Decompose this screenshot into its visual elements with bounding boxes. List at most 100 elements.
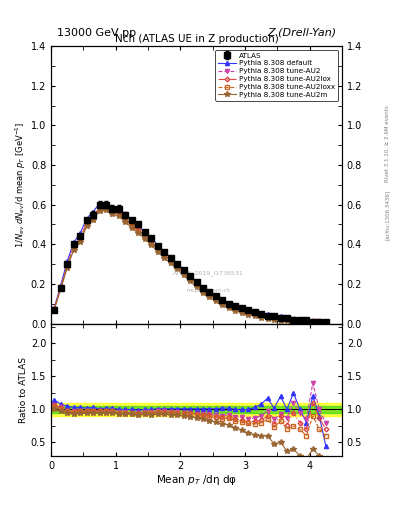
Pythia 8.308 tune-AU2 [149,239,154,245]
Pythia 8.308 tune-AU2lox [252,311,257,317]
Pythia 8.308 tune-AU2 [104,204,108,210]
Pythia 8.308 tune-AU2loxx [194,282,199,288]
Pythia 8.308 default [207,288,212,294]
Pythia 8.308 tune-AU2 [117,210,121,216]
Pythia 8.308 tune-AU2 [246,309,251,315]
Pythia 8.308 default [155,242,160,248]
Pythia 8.308 tune-AU2lox [188,276,193,282]
Pythia 8.308 tune-AU2m [259,314,263,321]
Pythia 8.308 tune-AU2 [304,317,309,323]
Pythia 8.308 tune-AU2m [246,312,251,318]
Pythia 8.308 default [117,205,121,211]
Pythia 8.308 tune-AU2loxx [117,211,121,217]
Bar [51,406,342,413]
Pythia 8.308 tune-AU2lox [181,270,186,276]
Pythia 8.308 tune-AU2 [285,315,289,322]
Pythia 8.308 tune-AU2loxx [252,311,257,317]
Pythia 8.308 tune-AU2lox [220,300,225,306]
Pythia 8.308 tune-AU2m [207,294,212,300]
Pythia 8.308 tune-AU2lox [272,314,276,321]
Pythia 8.308 tune-AU2 [233,305,238,311]
Pythia 8.308 default [298,316,302,323]
Pythia 8.308 default [200,284,205,290]
Pythia 8.308 tune-AU2 [181,269,186,275]
Pythia 8.308 tune-AU2m [52,307,57,313]
Pythia 8.308 tune-AU2loxx [233,306,238,312]
Pythia 8.308 default [136,222,141,228]
Pythia 8.308 default [272,312,276,318]
Pythia 8.308 tune-AU2lox [226,303,231,309]
Pythia 8.308 tune-AU2lox [117,210,121,217]
Pythia 8.308 tune-AU2loxx [168,259,173,265]
Pythia 8.308 tune-AU2 [84,220,89,226]
Pythia 8.308 tune-AU2m [65,265,70,271]
Pythia 8.308 tune-AU2loxx [97,205,102,211]
Text: 13000 GeV pp: 13000 GeV pp [57,28,136,38]
Pythia 8.308 tune-AU2m [72,247,76,253]
Text: Z (Drell-Yan): Z (Drell-Yan) [267,28,336,38]
Pythia 8.308 tune-AU2lox [239,307,244,313]
Pythia 8.308 default [181,267,186,273]
Pythia 8.308 default [317,318,321,325]
Pythia 8.308 tune-AU2m [298,319,302,326]
Pythia 8.308 default [59,282,63,288]
Pythia 8.308 tune-AU2lox [265,313,270,319]
Pythia 8.308 tune-AU2lox [136,227,141,233]
Pythia 8.308 tune-AU2m [285,318,289,325]
Pythia 8.308 default [72,239,76,245]
Pythia 8.308 tune-AU2 [168,258,173,264]
Pythia 8.308 tune-AU2loxx [259,312,263,318]
Pythia 8.308 tune-AU2m [84,223,89,229]
Pythia 8.308 tune-AU2m [123,219,128,225]
Pythia 8.308 tune-AU2m [175,266,180,272]
Pythia 8.308 default [291,315,296,322]
Pythia 8.308 default [149,235,154,241]
Text: [arXiv:1306.3436]: [arXiv:1306.3436] [385,190,390,240]
Pythia 8.308 tune-AU2lox [278,315,283,321]
Pythia 8.308 tune-AU2m [155,248,160,254]
Pythia 8.308 default [78,230,83,237]
Pythia 8.308 tune-AU2loxx [78,236,83,242]
Pythia 8.308 tune-AU2loxx [123,217,128,223]
Pythia 8.308 default [233,303,238,309]
Pythia 8.308 tune-AU2m [59,286,63,292]
Pythia 8.308 tune-AU2lox [52,306,57,312]
Pythia 8.308 tune-AU2lox [110,209,115,215]
Pythia 8.308 tune-AU2m [136,230,141,236]
Pythia 8.308 tune-AU2 [142,233,147,239]
Pythia 8.308 tune-AU2m [188,278,193,284]
Pythia 8.308 tune-AU2lox [200,288,205,294]
Pythia 8.308 tune-AU2loxx [59,285,63,291]
Pythia 8.308 default [246,307,251,313]
Line: Pythia 8.308 tune-AU2loxx: Pythia 8.308 tune-AU2loxx [53,206,327,324]
Legend: ATLAS, Pythia 8.308 default, Pythia 8.308 tune-AU2, Pythia 8.308 tune-AU2lox, Py: ATLAS, Pythia 8.308 default, Pythia 8.30… [215,50,338,101]
Pythia 8.308 tune-AU2loxx [310,318,315,325]
Pythia 8.308 tune-AU2loxx [91,215,95,221]
Pythia 8.308 tune-AU2m [233,308,238,314]
Pythia 8.308 default [304,317,309,324]
Pythia 8.308 default [226,300,231,306]
Pythia 8.308 tune-AU2m [310,319,315,326]
Pythia 8.308 default [65,258,70,264]
Pythia 8.308 tune-AU2m [252,313,257,319]
Line: Pythia 8.308 tune-AU2lox: Pythia 8.308 tune-AU2lox [53,206,327,324]
Pythia 8.308 tune-AU2m [78,239,83,245]
Pythia 8.308 tune-AU2 [97,204,102,210]
Bar [51,403,342,416]
Pythia 8.308 tune-AU2lox [175,264,180,270]
Pythia 8.308 tune-AU2lox [59,284,63,290]
Pythia 8.308 tune-AU2lox [285,316,289,322]
Pythia 8.308 tune-AU2loxx [285,316,289,323]
Pythia 8.308 tune-AU2 [291,316,296,322]
Pythia 8.308 tune-AU2m [317,320,321,326]
Pythia 8.308 default [168,254,173,261]
Pythia 8.308 tune-AU2lox [233,305,238,311]
Pythia 8.308 tune-AU2loxx [291,317,296,323]
Pythia 8.308 tune-AU2loxx [278,315,283,322]
Pythia 8.308 default [110,204,115,210]
Pythia 8.308 default [259,310,263,316]
Pythia 8.308 tune-AU2 [155,246,160,252]
Pythia 8.308 tune-AU2loxx [52,306,57,312]
Pythia 8.308 tune-AU2 [194,281,199,287]
Pythia 8.308 tune-AU2 [110,208,115,214]
